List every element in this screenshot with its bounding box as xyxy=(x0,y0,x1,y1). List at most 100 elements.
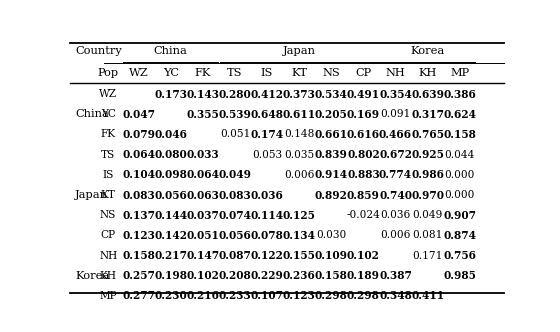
Text: 0.802: 0.802 xyxy=(347,149,380,160)
Text: 0.104: 0.104 xyxy=(122,169,155,180)
Text: NS: NS xyxy=(100,210,116,220)
Text: 0.174: 0.174 xyxy=(250,129,283,140)
Text: 0.229: 0.229 xyxy=(250,270,283,281)
Text: 0.144: 0.144 xyxy=(154,210,187,221)
Text: 0.173: 0.173 xyxy=(154,89,187,100)
Text: 0.354: 0.354 xyxy=(379,89,412,100)
Text: 0.053: 0.053 xyxy=(252,150,282,160)
Text: 0.030: 0.030 xyxy=(316,230,347,240)
Text: Japan: Japan xyxy=(75,190,108,200)
Text: 0.883: 0.883 xyxy=(347,169,380,180)
Text: Korea: Korea xyxy=(410,46,445,56)
Text: 0.080: 0.080 xyxy=(155,149,187,160)
Text: 0.539: 0.539 xyxy=(218,109,251,120)
Text: NH: NH xyxy=(386,67,405,78)
Text: 0.672: 0.672 xyxy=(379,149,412,160)
Text: WZ: WZ xyxy=(129,67,148,78)
Text: 0.006: 0.006 xyxy=(284,170,314,180)
Text: 0.970: 0.970 xyxy=(411,190,444,201)
Text: 0.317: 0.317 xyxy=(411,109,444,120)
Text: 0.000: 0.000 xyxy=(445,190,475,200)
Text: 0.091: 0.091 xyxy=(380,109,410,119)
Text: MP: MP xyxy=(450,67,469,78)
Text: TS: TS xyxy=(101,150,115,160)
Text: YC: YC xyxy=(163,67,179,78)
Text: 0.064: 0.064 xyxy=(122,149,155,160)
Text: -0.024: -0.024 xyxy=(347,210,380,220)
Text: 0.037: 0.037 xyxy=(186,210,220,221)
Text: IS: IS xyxy=(102,170,114,180)
Text: 0.216: 0.216 xyxy=(186,290,220,301)
Text: 0.036: 0.036 xyxy=(380,210,410,220)
Text: 0.534: 0.534 xyxy=(315,89,348,100)
Text: 0.064: 0.064 xyxy=(186,169,220,180)
Text: 0.155: 0.155 xyxy=(283,250,316,261)
Text: 0.859: 0.859 xyxy=(347,190,380,201)
Text: 0.158: 0.158 xyxy=(122,250,155,261)
Text: 0.148: 0.148 xyxy=(284,129,314,139)
Text: 0.078: 0.078 xyxy=(250,230,283,241)
Text: 0.122: 0.122 xyxy=(250,250,283,261)
Text: 0.081: 0.081 xyxy=(412,230,443,240)
Text: 0.000: 0.000 xyxy=(445,170,475,180)
Text: 0.158: 0.158 xyxy=(315,270,348,281)
Text: 0.373: 0.373 xyxy=(283,89,316,100)
Text: 0.217: 0.217 xyxy=(154,250,187,261)
Text: 0.925: 0.925 xyxy=(411,149,444,160)
Text: 0.046: 0.046 xyxy=(154,129,187,140)
Text: 0.839: 0.839 xyxy=(315,149,348,160)
Text: 0.123: 0.123 xyxy=(122,230,155,241)
Text: 0.158: 0.158 xyxy=(444,129,476,140)
Text: 0.874: 0.874 xyxy=(443,230,476,241)
Text: 0.143: 0.143 xyxy=(186,89,220,100)
Text: MP: MP xyxy=(99,291,117,301)
Text: WZ: WZ xyxy=(99,89,117,99)
Text: NH: NH xyxy=(99,251,117,261)
Text: 0.756: 0.756 xyxy=(443,250,476,261)
Text: 0.102: 0.102 xyxy=(186,270,220,281)
Text: 0.033: 0.033 xyxy=(186,149,219,160)
Text: 0.134: 0.134 xyxy=(283,230,316,241)
Text: 0.986: 0.986 xyxy=(411,169,444,180)
Text: 0.063: 0.063 xyxy=(186,190,220,201)
Text: FK: FK xyxy=(101,129,116,139)
Text: 0.114: 0.114 xyxy=(250,210,283,221)
Text: Korea: Korea xyxy=(75,271,109,281)
Text: 0.907: 0.907 xyxy=(443,210,476,221)
Text: 0.107: 0.107 xyxy=(250,290,283,301)
Text: 0.280: 0.280 xyxy=(218,89,251,100)
Text: 0.661: 0.661 xyxy=(315,129,348,140)
Text: 0.044: 0.044 xyxy=(445,150,475,160)
Text: China: China xyxy=(75,109,109,119)
Text: KH: KH xyxy=(418,67,437,78)
Text: 0.102: 0.102 xyxy=(347,250,380,261)
Text: 0.142: 0.142 xyxy=(154,230,187,241)
Text: 0.137: 0.137 xyxy=(122,210,155,221)
Text: CP: CP xyxy=(356,67,371,78)
Text: China: China xyxy=(154,46,188,56)
Text: 0.123: 0.123 xyxy=(283,290,316,301)
Text: 0.006: 0.006 xyxy=(380,230,410,240)
Text: 0.109: 0.109 xyxy=(315,250,348,261)
Text: Country: Country xyxy=(75,46,122,56)
Text: 0.083: 0.083 xyxy=(218,190,251,201)
Text: 0.412: 0.412 xyxy=(250,89,283,100)
Text: 0.611: 0.611 xyxy=(283,109,316,120)
Text: 0.914: 0.914 xyxy=(315,169,348,180)
Text: 0.036: 0.036 xyxy=(250,190,283,201)
Text: 0.985: 0.985 xyxy=(444,270,476,281)
Text: 0.411: 0.411 xyxy=(411,290,444,301)
Text: 0.051: 0.051 xyxy=(220,129,250,139)
Text: 0.171: 0.171 xyxy=(412,251,443,261)
Text: 0.298: 0.298 xyxy=(347,290,380,301)
Text: 0.079: 0.079 xyxy=(122,129,155,140)
Text: 0.056: 0.056 xyxy=(218,230,251,241)
Text: FK: FK xyxy=(195,67,211,78)
Text: 0.236: 0.236 xyxy=(283,270,316,281)
Text: 0.386: 0.386 xyxy=(444,89,476,100)
Text: 0.648: 0.648 xyxy=(250,109,283,120)
Text: 0.774: 0.774 xyxy=(379,169,412,180)
Text: 0.049: 0.049 xyxy=(218,169,251,180)
Text: 0.277: 0.277 xyxy=(122,290,155,301)
Text: CP: CP xyxy=(101,230,116,240)
